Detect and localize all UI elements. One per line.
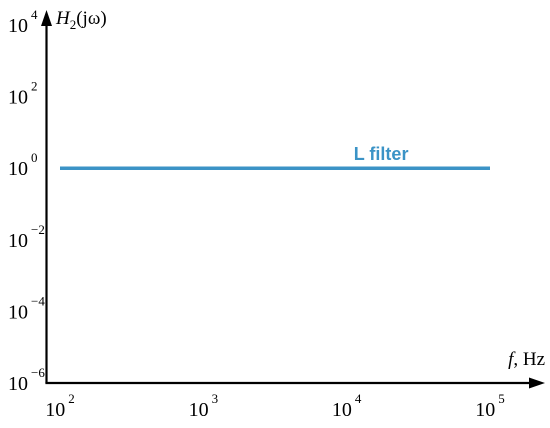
x-tick-label: 105	[475, 391, 505, 421]
x-tick-label: 103	[189, 391, 219, 421]
y-tick-label: 104	[8, 7, 38, 37]
axes	[41, 10, 545, 389]
x-axis-label-var: f	[508, 349, 516, 370]
y-axis-label-arg: (jω)	[76, 8, 106, 29]
y-tick-label: 102	[8, 79, 38, 109]
x-axis-arrow-icon	[529, 377, 545, 389]
y-tick-label: 10−6	[8, 365, 45, 395]
y-tick-label: 10−4	[8, 293, 45, 323]
y-tick-label: 100	[8, 150, 38, 180]
x-axis-label-unit: , Hz	[513, 349, 545, 370]
x-tick-label: 104	[332, 391, 362, 421]
y-axis-label-sub: 2	[70, 17, 77, 32]
y-axis-label-main: H	[55, 8, 71, 29]
series-group: L filter	[60, 144, 490, 170]
x-tick-label: 102	[45, 391, 75, 421]
y-axis-label: H2(jω)	[55, 8, 107, 32]
series-label: L filter	[354, 144, 409, 164]
x-tick-labels: 102 103 104 105	[45, 391, 505, 421]
y-tick-label: 10−2	[8, 222, 45, 252]
y-axis-arrow-icon	[41, 10, 52, 26]
x-axis-label: f, Hz	[508, 349, 545, 370]
y-tick-labels: 104 102 100 10−2 10−4 10−6	[8, 7, 45, 395]
